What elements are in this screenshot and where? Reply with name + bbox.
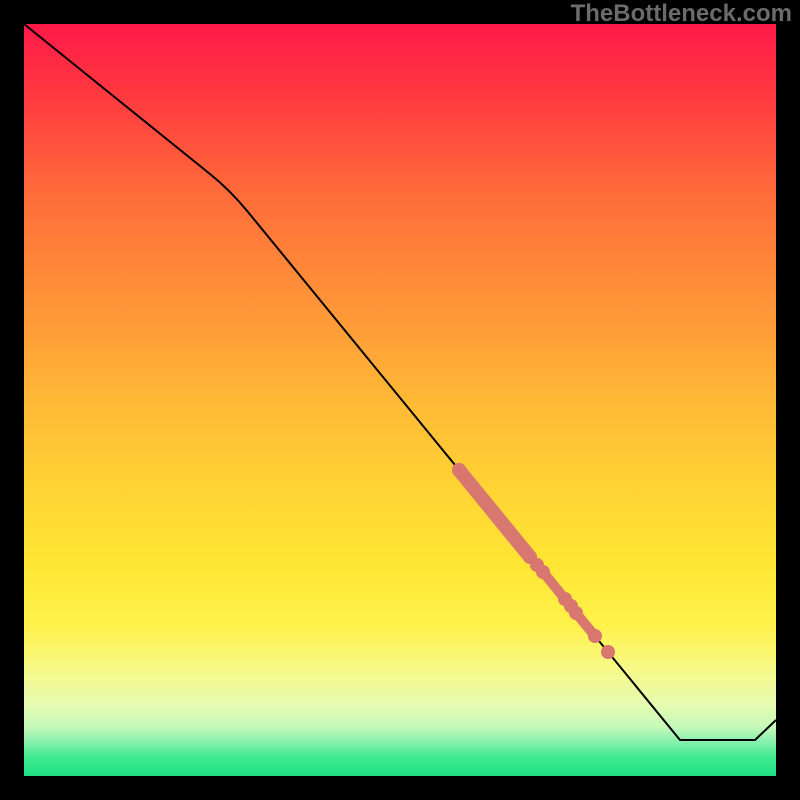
marker-dot [452,463,466,477]
marker-group [452,463,615,659]
marker-segment [459,470,530,557]
chart-svg [0,0,800,800]
marker-dot [601,645,615,659]
marker-dot [536,565,550,579]
marker-dot [588,629,602,643]
curve-line [24,24,776,740]
marker-dot [569,606,583,620]
chart-container: TheBottleneck.com [0,0,800,800]
watermark-text: TheBottleneck.com [571,0,792,28]
